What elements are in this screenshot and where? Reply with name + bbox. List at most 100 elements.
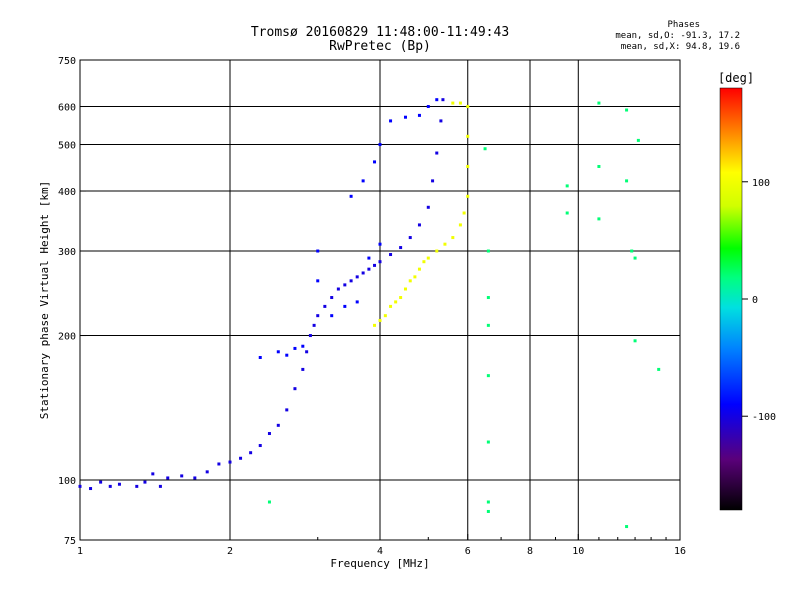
data-point (378, 260, 382, 264)
y-tick-label: 200 (58, 332, 76, 343)
data-point (336, 287, 340, 291)
x-tick-label: 8 (527, 546, 533, 557)
x-tick-label: 10 (572, 546, 584, 557)
data-point (633, 339, 637, 343)
data-point (443, 242, 447, 246)
data-point (361, 271, 365, 275)
colorbar: [deg] 100 0 -100 (718, 71, 776, 511)
data-point (458, 101, 462, 105)
data-point (383, 314, 387, 318)
data-point (422, 260, 426, 264)
data-point (305, 350, 309, 354)
data-point (630, 249, 634, 253)
data-point (408, 279, 412, 283)
data-point (403, 115, 407, 119)
data-point (293, 346, 297, 350)
y-tick-label: 600 (58, 103, 76, 114)
data-point (394, 300, 398, 304)
data-point (323, 304, 327, 308)
data-point (413, 275, 417, 279)
data-point (426, 256, 430, 260)
data-point (343, 304, 347, 308)
data-point (285, 408, 289, 412)
data-point (316, 279, 320, 283)
data-point (625, 179, 629, 183)
data-point (330, 314, 334, 318)
data-point (636, 138, 640, 142)
data-point (228, 460, 232, 464)
data-point (435, 249, 439, 253)
data-point (389, 253, 393, 257)
data-point (285, 353, 289, 357)
data-point (486, 296, 490, 300)
x-tick-label: 6 (465, 546, 471, 557)
colorbar-label: [deg] (718, 71, 754, 85)
data-point (89, 487, 93, 491)
data-point (486, 249, 490, 253)
x-tick-label: 4 (377, 546, 383, 557)
data-point (431, 179, 435, 183)
data-point (267, 500, 271, 504)
data-point (625, 108, 629, 112)
chart-subtitle: RwPretec (Bp) (329, 39, 431, 54)
data-point (625, 525, 629, 529)
data-point (466, 194, 470, 198)
y-tick-label: 300 (58, 247, 76, 258)
data-point (108, 484, 112, 488)
data-point (301, 367, 305, 371)
data-point (466, 105, 470, 109)
y-tick-label: 100 (58, 476, 76, 487)
data-point (373, 263, 377, 267)
data-point (276, 423, 280, 427)
data-point (486, 323, 490, 327)
data-points (78, 98, 661, 529)
data-point (486, 440, 490, 444)
data-point (267, 432, 271, 436)
data-point (633, 256, 637, 260)
data-point (361, 179, 365, 183)
chart-title: Tromsø 20160829 11:48:00-11:49:43 (250, 25, 510, 40)
colorbar-tick-label: -100 (752, 412, 776, 423)
colorbar-tick-label: 100 (752, 178, 770, 189)
data-point (316, 249, 320, 253)
colorbar-gradient (719, 87, 743, 511)
data-point (458, 223, 462, 227)
data-point (373, 160, 377, 164)
data-point (597, 164, 601, 168)
data-point (378, 143, 382, 147)
data-point (135, 484, 139, 488)
data-point (349, 194, 353, 198)
data-point (565, 184, 569, 188)
x-tick-label: 1 (77, 546, 83, 557)
data-point (330, 296, 334, 300)
data-point (417, 267, 421, 271)
grid-lines (80, 60, 680, 540)
x-tick-label: 2 (227, 546, 233, 557)
data-point (483, 147, 487, 151)
data-point (417, 113, 421, 117)
data-point (193, 476, 197, 480)
data-point (158, 484, 162, 488)
data-point (316, 314, 320, 318)
data-point (349, 279, 353, 283)
data-point (439, 119, 443, 123)
data-point (205, 470, 209, 474)
data-point (435, 98, 439, 102)
data-point (249, 451, 253, 455)
data-point (355, 275, 359, 279)
y-tick-label: 750 (58, 56, 76, 67)
data-point (451, 101, 455, 105)
data-point (301, 344, 305, 348)
data-point (466, 164, 470, 168)
data-point (378, 318, 382, 322)
data-point (151, 472, 155, 476)
data-point (99, 480, 103, 484)
axis-ticks: 1 2 4 6 8 10 16 75 100 200 300 400 500 600 750 (58, 56, 686, 557)
data-point (597, 217, 601, 221)
data-point (389, 304, 393, 308)
data-point (426, 105, 430, 109)
data-point (451, 236, 455, 240)
data-point (239, 456, 243, 460)
chart-title-block: Tromsø 20160829 11:48:00-11:49:43 RwPret… (230, 26, 530, 54)
data-point (343, 283, 347, 287)
